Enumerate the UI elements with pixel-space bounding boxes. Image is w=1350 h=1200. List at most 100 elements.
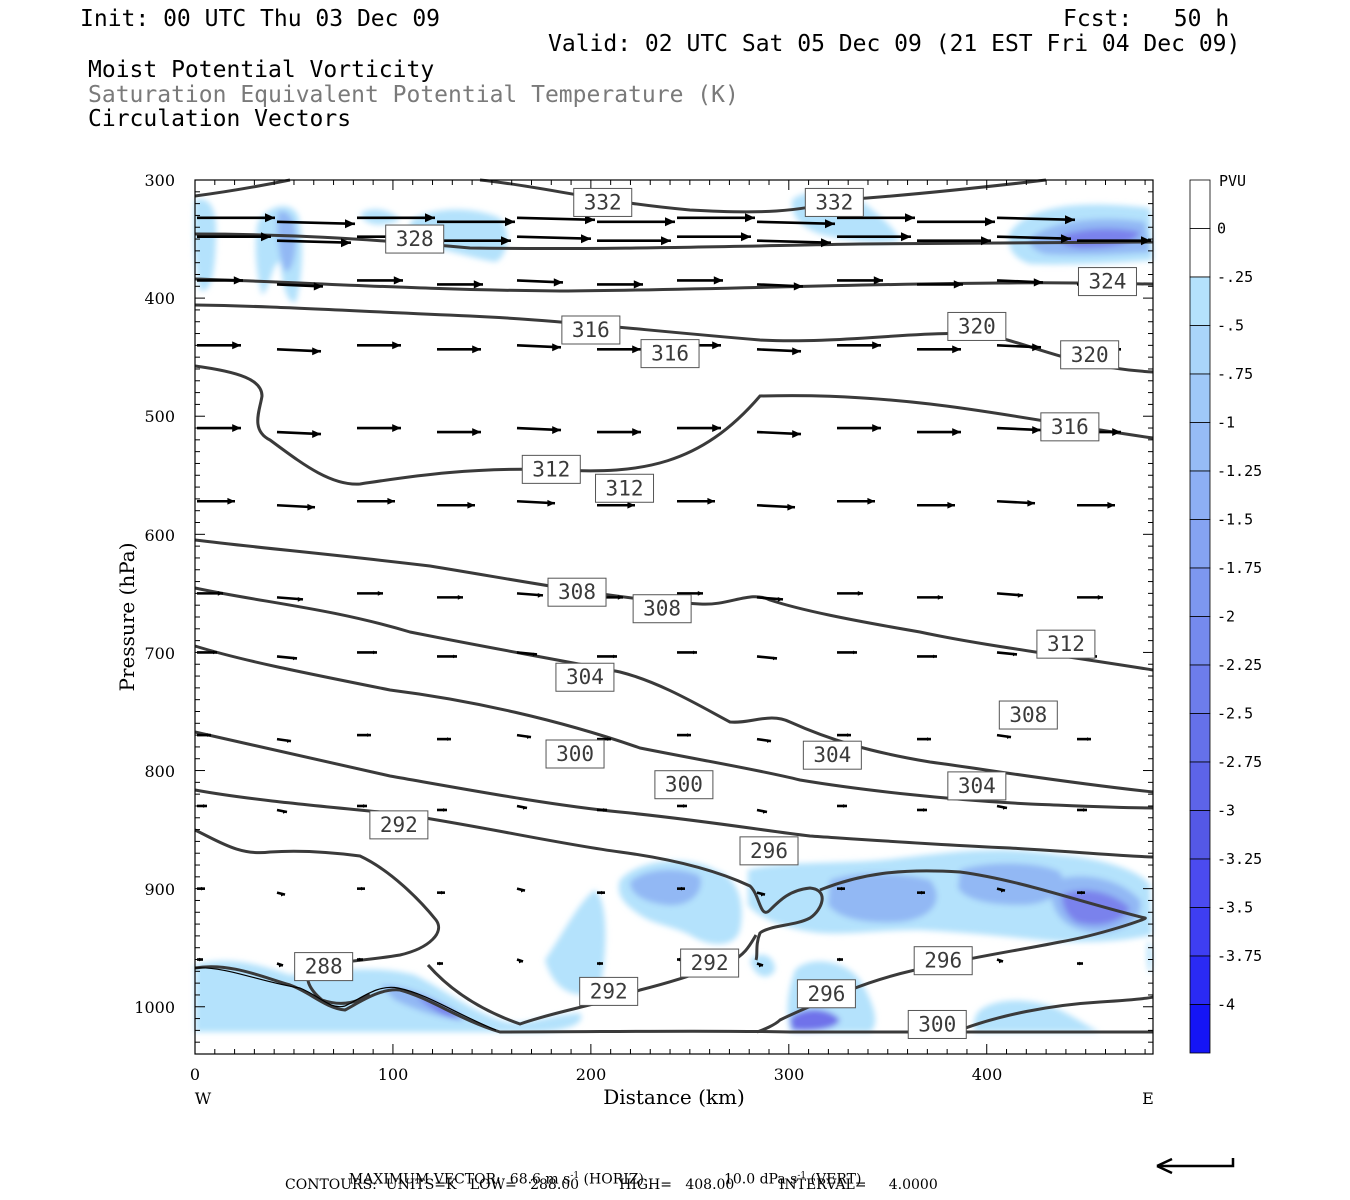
circulation-vector xyxy=(597,890,605,895)
circulation-vector xyxy=(1077,595,1103,600)
colorbar-label: -1.5 xyxy=(1217,511,1253,529)
x-right-label: E xyxy=(1142,1089,1154,1108)
circulation-vector xyxy=(597,345,641,354)
max-vector-text: MAXIMUM VECTOR: 68.6 m s-1 (HORIZ) 10.0 d… xyxy=(340,1158,862,1188)
circulation-vector xyxy=(756,891,766,897)
y-axis: 300 400 500 600 700 800 900 1000 xyxy=(134,171,175,1017)
circulation-vector xyxy=(837,804,847,808)
circulation-vector xyxy=(276,596,304,602)
circulation-vector xyxy=(357,733,371,737)
circulation-vector xyxy=(516,592,544,598)
x-tick-label: 100 xyxy=(378,1065,409,1084)
contour-label: 316 xyxy=(561,315,621,345)
circulation-vector xyxy=(437,737,451,741)
circulation-vector xyxy=(597,654,617,659)
contour-label: 308 xyxy=(632,594,692,624)
circulation-vector xyxy=(917,217,995,227)
circulation-vector xyxy=(917,808,927,812)
circulation-vector xyxy=(837,232,911,242)
svg-text:308: 308 xyxy=(643,597,681,621)
colorbar-label: -1.25 xyxy=(1217,462,1262,480)
circulation-vector xyxy=(276,430,322,438)
circulation-vector xyxy=(276,503,316,511)
x-tick-label: 400 xyxy=(972,1065,1003,1084)
circulation-vector xyxy=(996,804,1008,810)
circulation-vector xyxy=(437,501,475,509)
circulation-vector xyxy=(677,497,715,505)
contour-label: 300 xyxy=(545,739,605,769)
colorbar-label: -3 xyxy=(1217,802,1235,820)
circulation-vector xyxy=(756,238,832,248)
circulation-vector xyxy=(597,737,611,741)
circulation-vector xyxy=(357,424,401,432)
svg-text:312: 312 xyxy=(532,457,570,481)
x-tick-label: 200 xyxy=(576,1065,607,1084)
colorbar-swatch xyxy=(1189,325,1211,375)
circulation-vector xyxy=(677,232,751,242)
theta-es-contours xyxy=(194,178,1154,1034)
circulation-vector xyxy=(357,650,377,655)
colorbar-swatch xyxy=(1189,373,1211,423)
colorbar-label: -2.25 xyxy=(1217,656,1262,674)
circulation-vector xyxy=(357,804,367,808)
circulation-vector xyxy=(276,737,292,743)
colorbar-swatch xyxy=(1189,519,1211,569)
circulation-vector xyxy=(276,808,288,814)
svg-text:296: 296 xyxy=(807,982,845,1006)
unit-superscript: -1 xyxy=(797,1171,807,1181)
svg-text:300: 300 xyxy=(918,1012,956,1036)
circulation-vector xyxy=(677,804,687,808)
circulation-vector xyxy=(1077,961,1083,966)
colorbar-swatch xyxy=(1189,422,1211,472)
forecast-hour: Fcst: 50 h xyxy=(1063,6,1230,32)
svg-text:332: 332 xyxy=(815,190,853,214)
max-vector-horiz: MAXIMUM VECTOR: 68.6 m s xyxy=(348,1171,571,1188)
vert-label: (VERT) xyxy=(806,1171,862,1188)
circulation-vector xyxy=(437,428,481,436)
circulation-vector xyxy=(996,499,1036,507)
circulation-vector xyxy=(516,278,564,287)
contour-label: 312 xyxy=(1036,629,1096,659)
circulation-vector xyxy=(996,234,1072,244)
contour-label: 304 xyxy=(555,662,615,692)
svg-text:332: 332 xyxy=(584,190,622,214)
circulation-vector xyxy=(756,503,796,511)
colorbar-swatch xyxy=(1189,713,1211,763)
colorbar-swatch xyxy=(1189,761,1211,811)
y-axis-title: Pressure (hPa) xyxy=(115,543,139,692)
contour-label: 296 xyxy=(913,946,973,976)
circulation-vector xyxy=(837,957,843,962)
circulation-vector xyxy=(197,213,275,223)
circulation-vector xyxy=(597,961,603,966)
circulation-vector xyxy=(276,219,356,229)
contour-label: 300 xyxy=(907,1009,967,1039)
circulation-vector xyxy=(437,654,457,659)
contour-label: 308 xyxy=(547,577,607,607)
contour-label: 304 xyxy=(802,740,862,770)
circulation-vector xyxy=(917,737,931,741)
circulation-vector xyxy=(276,347,322,356)
colorbar-label: -3.5 xyxy=(1217,899,1253,917)
valid-time: Valid: 02 UTC Sat 05 Dec 09 (21 EST Fri … xyxy=(548,31,1241,57)
svg-text:312: 312 xyxy=(1047,632,1085,656)
circulation-vector xyxy=(197,591,223,596)
colorbar-swatch xyxy=(1189,955,1211,1005)
circulation-vector xyxy=(357,276,403,285)
colorbar-swatch xyxy=(1189,470,1211,520)
contour-label: 288 xyxy=(294,952,354,982)
colorbar-label: -3.75 xyxy=(1217,947,1262,965)
x-axis-title: Distance (km) xyxy=(603,1085,745,1109)
contour-label: 316 xyxy=(1040,412,1100,442)
circulation-vector xyxy=(437,961,443,966)
contour-label: 308 xyxy=(998,700,1058,730)
circulation-vector xyxy=(1077,236,1151,246)
svg-text:312: 312 xyxy=(606,476,644,500)
circulation-vector xyxy=(437,808,447,812)
colorbar-swatch xyxy=(1189,616,1211,666)
svg-text:304: 304 xyxy=(566,665,604,689)
circulation-vector xyxy=(516,234,592,244)
svg-text:304: 304 xyxy=(813,743,851,767)
circulation-vector xyxy=(917,345,961,354)
y-tick-label: 800 xyxy=(144,762,175,781)
circulation-vector xyxy=(837,341,881,350)
